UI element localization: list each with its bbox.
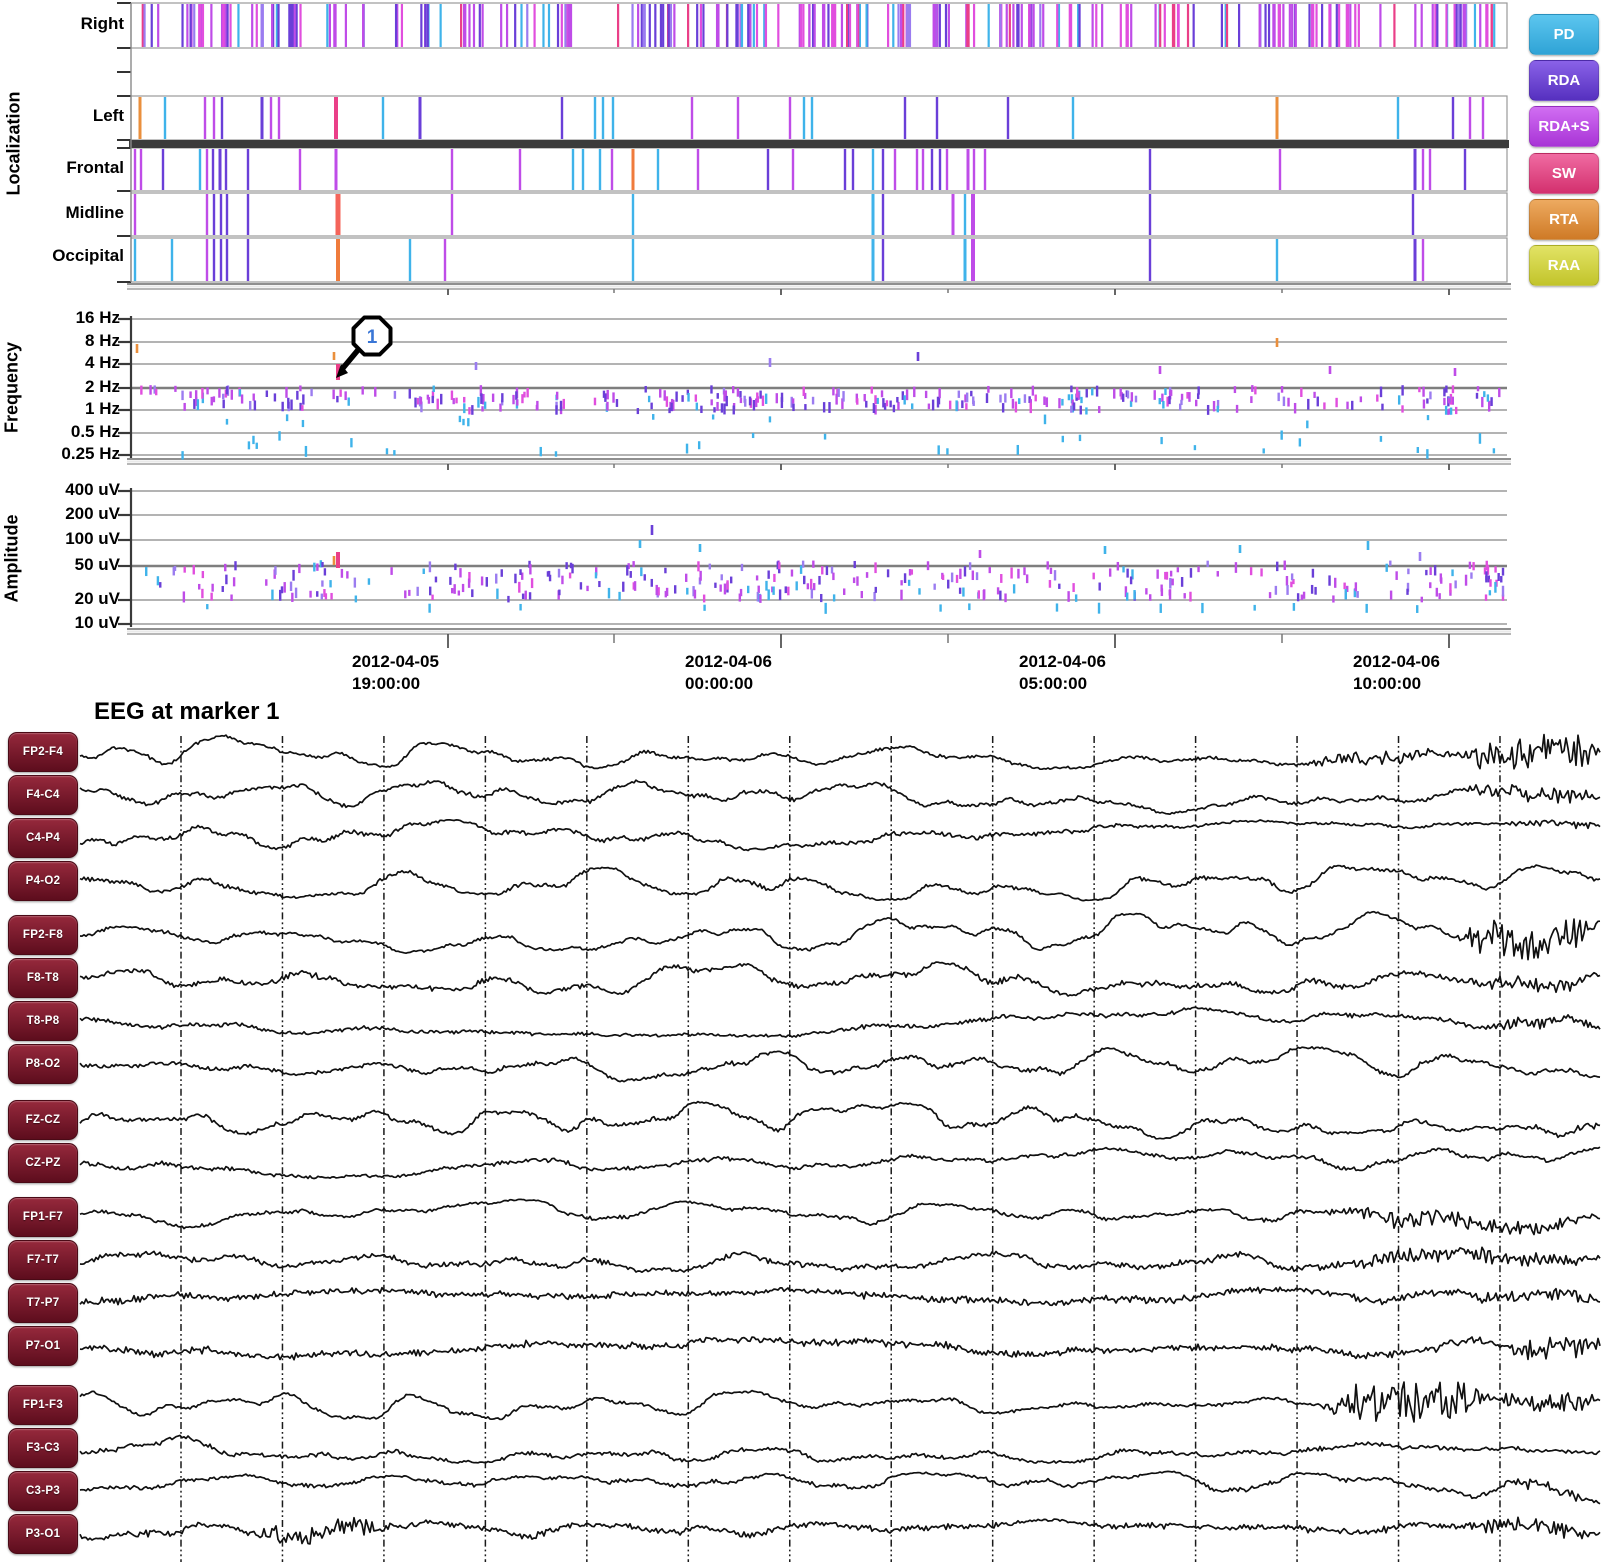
frequency-tick-label: 1 Hz — [85, 399, 120, 418]
time-label-date: 2012-04-06 — [1019, 652, 1106, 671]
time-label-date: 2012-04-06 — [685, 652, 772, 671]
legend-button-raa[interactable]: RAA — [1529, 245, 1599, 286]
row-label-occipital: Occipital — [52, 246, 124, 265]
channel-button-fz-cz[interactable]: FZ-CZ — [8, 1100, 78, 1140]
time-label-time: 19:00:00 — [352, 674, 421, 693]
time-label-time: 05:00:00 — [1019, 674, 1088, 693]
marker-1[interactable]: 1 — [336, 315, 393, 379]
frequency-tick-label: 16 Hz — [75, 308, 120, 327]
channel-button-c3-p3[interactable]: C3-P3 — [8, 1471, 78, 1511]
amplitude-tick-label: 200 uV — [65, 504, 120, 523]
channel-button-fp2-f8[interactable]: FP2-F8 — [8, 915, 78, 955]
legend-button-rda[interactable]: RDA — [1529, 60, 1599, 102]
channel-button-f3-c3[interactable]: F3-C3 — [8, 1428, 78, 1468]
amplitude-tick-label: 100 uV — [65, 529, 120, 548]
eeg-trace-t7-p7 — [79, 1286, 1601, 1307]
row-label-right: Right — [80, 14, 124, 33]
eeg-trace-p7-o1 — [79, 1336, 1601, 1361]
eeg-trace-f3-c3 — [79, 1434, 1601, 1464]
amplitude-tick-label: 50 uV — [74, 555, 120, 574]
channel-button-p7-o1[interactable]: P7-O1 — [8, 1326, 78, 1366]
time-axis-label: 2012-04-06 05:00:00 — [1019, 651, 1106, 695]
channel-button-c4-p4[interactable]: C4-P4 — [8, 818, 78, 858]
eeg-trace-t8-p8 — [79, 1006, 1601, 1038]
channel-button-f8-t8[interactable]: F8-T8 — [8, 958, 78, 998]
channel-button-t8-p8[interactable]: T8-P8 — [8, 1001, 78, 1041]
eeg-section-title: EEG at marker 1 — [94, 698, 280, 725]
legend-button-sw[interactable]: SW — [1529, 152, 1599, 194]
time-axis-label: 2012-04-06 10:00:00 — [1353, 651, 1440, 695]
eeg-trace-p3-o1 — [79, 1516, 1601, 1545]
amplitude-tick-label: 400 uV — [65, 480, 120, 499]
amplitude-tick-label: 10 uV — [74, 613, 120, 632]
channel-button-f7-t7[interactable]: F7-T7 — [8, 1240, 78, 1280]
time-label-date: 2012-04-06 — [1353, 652, 1440, 671]
eeg-trace-c4-p4 — [79, 819, 1601, 852]
row-label-frontal: Frontal — [66, 158, 124, 177]
legend-button-rda-s[interactable]: RDA+S — [1529, 106, 1599, 148]
row-label-midline: Midline — [65, 203, 124, 222]
time-label-date: 2012-04-05 — [352, 652, 439, 671]
eeg-trace-cz-pz — [79, 1146, 1601, 1180]
frequency-tick-label: 4 Hz — [85, 353, 120, 372]
amplitude-tick-label: 20 uV — [74, 589, 120, 608]
eeg-trace-f8-t8 — [79, 961, 1601, 997]
time-label-time: 10:00:00 — [1353, 674, 1422, 693]
eeg-trace-fp1-f7 — [79, 1198, 1601, 1236]
row-label-left: Left — [92, 106, 124, 125]
eeg-trace-p8-o2 — [79, 1045, 1601, 1083]
eeg-trace-fp2-f8 — [79, 910, 1601, 961]
time-axis-label: 2012-04-05 19:00:00 — [352, 651, 439, 695]
frequency-tick-label: 8 Hz — [85, 331, 120, 350]
channel-button-f4-c4[interactable]: F4-C4 — [8, 775, 78, 815]
marker-arrow — [340, 348, 361, 370]
eeg-trace-fz-cz — [79, 1100, 1601, 1140]
time-axis-label: 2012-04-06 00:00:00 — [685, 651, 772, 695]
channel-button-p3-o1[interactable]: P3-O1 — [8, 1514, 78, 1554]
eeg-trace-p4-o2 — [79, 864, 1601, 902]
marker-number: 1 — [367, 327, 378, 348]
channel-button-cz-pz[interactable]: CZ-PZ — [8, 1143, 78, 1183]
channel-button-fp1-f3[interactable]: FP1-F3 — [8, 1385, 78, 1425]
eeg-trace-f4-c4 — [79, 779, 1601, 816]
eeg-trace-fp2-f4 — [79, 733, 1601, 771]
channel-button-fp2-f4[interactable]: FP2-F4 — [8, 732, 78, 772]
channel-button-p8-o2[interactable]: P8-O2 — [8, 1044, 78, 1084]
legend-button-pd[interactable]: PD — [1529, 14, 1599, 55]
channel-button-fp1-f7[interactable]: FP1-F7 — [8, 1197, 78, 1237]
frequency-tick-label: 0.25 Hz — [61, 444, 120, 463]
time-label-time: 00:00:00 — [685, 674, 754, 693]
eeg-trace-c3-p3 — [79, 1470, 1601, 1505]
frequency-tick-label: 2 Hz — [85, 377, 120, 396]
eeg-trace-f7-t7 — [79, 1246, 1601, 1274]
channel-button-t7-p7[interactable]: T7-P7 — [8, 1283, 78, 1323]
channel-button-p4-o2[interactable]: P4-O2 — [8, 861, 78, 901]
eeg-trace-fp1-f3 — [79, 1381, 1601, 1423]
frequency-tick-label: 0.5 Hz — [70, 422, 120, 441]
legend-button-rta[interactable]: RTA — [1529, 198, 1599, 240]
